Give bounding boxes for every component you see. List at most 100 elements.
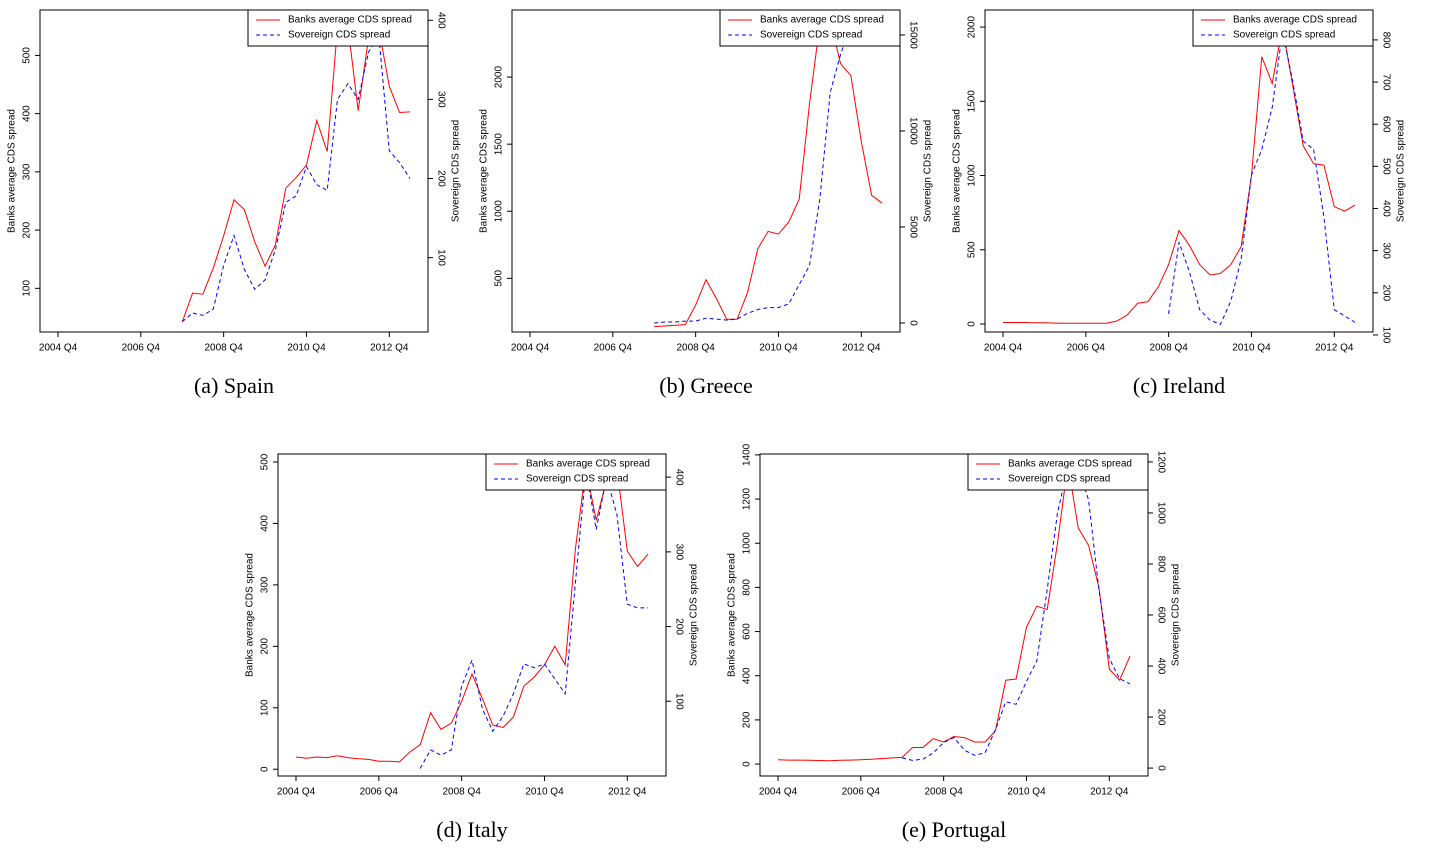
y-tick-label: 400 (260, 515, 271, 532)
x-tick-label: 2008 Q4 (204, 343, 243, 354)
y2-tick-label: 0 (907, 320, 918, 326)
series-line (181, 25, 411, 323)
x-tick-label: 2012 Q4 (842, 343, 881, 354)
legend-box (1192, 9, 1374, 47)
legend-label: Banks average CDS spread (1008, 459, 1132, 470)
y2-tick-label: 1200 (1155, 451, 1166, 474)
y-tick-label: 1500 (967, 90, 978, 113)
x-tick-label: 2004 Q4 (984, 343, 1023, 354)
series-line (1003, 27, 1356, 324)
legend-label: Banks average CDS spread (526, 459, 650, 470)
legend-label: Sovereign CDS spread (526, 474, 628, 485)
x-tick-label: 2006 Q4 (1067, 343, 1106, 354)
y2-tick-label: 200 (435, 170, 446, 187)
x-tick-label: 2008 Q4 (442, 787, 481, 798)
caption: (e) Portugal (902, 817, 1006, 842)
x-tick-label: 2010 Q4 (1232, 343, 1271, 354)
y2-tick-label: 5000 (907, 216, 918, 239)
y-axis-title: Banks average CDS spread (952, 109, 963, 233)
y2-tick-label: 10000 (907, 117, 918, 145)
y2-axis-title: Sovereign CDS spread (1396, 120, 1407, 222)
y2-tick-label: 600 (1380, 116, 1391, 133)
y-tick-label: 300 (260, 576, 271, 593)
series-line (181, 34, 411, 323)
plot-frame (759, 453, 1149, 777)
legend-box (967, 453, 1149, 491)
y2-axis-title: Sovereign CDS spread (923, 120, 934, 222)
y-tick-label: 0 (967, 321, 978, 327)
y-tick-label: 1000 (967, 164, 978, 187)
y2-axis-title: Sovereign CDS spread (689, 564, 700, 666)
caption: (a) Spain (194, 373, 274, 398)
y-tick-label: 1200 (742, 487, 753, 510)
y-tick-label: 600 (742, 623, 753, 640)
y-axis-title: Banks average CDS spread (7, 109, 18, 233)
subplot: 2004 Q4 2006 Q4 2008 Q4 2010 Q4 2012 Q4 500 10… (479, 9, 934, 398)
y-tick-label: 400 (22, 105, 33, 122)
caption: (d) Italy (436, 817, 507, 842)
y-tick-label: 500 (22, 47, 33, 64)
subplot: 2004 Q4 2006 Q4 2008 Q4 2010 Q4 2012 Q4 0 100 2… (245, 453, 700, 842)
x-tick-label: 2004 Q4 (759, 787, 798, 798)
caption: (c) Ireland (1133, 373, 1225, 398)
y-tick-label: 500 (967, 241, 978, 258)
series-line (777, 463, 1131, 762)
y-tick-label: 1000 (742, 532, 753, 555)
series-line (419, 469, 648, 769)
y2-tick-label: 100 (1380, 327, 1391, 344)
series-line (654, 20, 883, 328)
y2-tick-label: 300 (673, 544, 684, 561)
x-tick-label: 2006 Q4 (594, 343, 633, 354)
x-tick-label: 2006 Q4 (842, 787, 881, 798)
y2-tick-label: 200 (673, 618, 684, 635)
y-tick-label: 0 (260, 766, 271, 772)
y-tick-label: 2000 (494, 66, 505, 89)
y2-tick-label: 400 (1380, 200, 1391, 217)
y2-axis-title: Sovereign CDS spread (451, 120, 462, 222)
y-tick-label: 500 (260, 453, 271, 470)
y2-tick-label: 500 (1380, 158, 1391, 175)
y-tick-label: 0 (742, 761, 753, 767)
x-tick-label: 2010 Q4 (287, 343, 326, 354)
x-tick-label: 2004 Q4 (511, 343, 550, 354)
y-tick-label: 200 (742, 711, 753, 728)
x-tick-label: 2012 Q4 (1315, 343, 1354, 354)
x-tick-label: 2010 Q4 (759, 343, 798, 354)
y-axis-title: Banks average CDS spread (479, 109, 490, 233)
x-tick-label: 2004 Q4 (277, 787, 316, 798)
subplot: 2004 Q4 2006 Q4 2008 Q4 2010 Q4 2012 Q4 100 20… (7, 9, 462, 398)
x-tick-label: 2006 Q4 (360, 787, 399, 798)
series-line (295, 466, 649, 763)
y2-tick-label: 15000 (907, 21, 918, 49)
y-tick-label: 1000 (494, 200, 505, 223)
legend-label: Banks average CDS spread (288, 15, 412, 26)
x-tick-label: 2012 Q4 (1090, 787, 1129, 798)
legend-label: Sovereign CDS spread (1233, 30, 1335, 41)
y2-tick-label: 300 (1380, 242, 1391, 259)
y-axis-title: Banks average CDS spread (245, 553, 256, 677)
y-tick-label: 1400 (742, 443, 753, 466)
y2-tick-label: 600 (1155, 607, 1166, 624)
legend-box (247, 9, 429, 47)
y-tick-label: 200 (22, 221, 33, 238)
y-tick-label: 800 (742, 579, 753, 596)
y2-tick-label: 200 (1155, 709, 1166, 726)
subplot: 2004 Q4 2006 Q4 2008 Q4 2010 Q4 2012 Q4 0 200 4… (727, 443, 1182, 842)
plot-frame (39, 9, 429, 333)
y-tick-label: 100 (22, 280, 33, 297)
legend-box (485, 453, 667, 491)
legend-label: Sovereign CDS spread (288, 30, 390, 41)
x-tick-label: 2008 Q4 (676, 343, 715, 354)
y2-tick-label: 800 (1380, 32, 1391, 49)
plot-frame (511, 9, 901, 333)
legend-box (719, 9, 901, 47)
x-tick-label: 2012 Q4 (370, 343, 409, 354)
y2-tick-label: 100 (673, 693, 684, 710)
legend-label: Sovereign CDS spread (760, 30, 862, 41)
subplot: 2004 Q4 2006 Q4 2008 Q4 2010 Q4 2012 Q4 0 500 1… (952, 9, 1407, 398)
y2-tick-label: 700 (1380, 74, 1391, 91)
y2-tick-label: 400 (673, 469, 684, 486)
legend-label: Sovereign CDS spread (1008, 474, 1110, 485)
x-tick-label: 2004 Q4 (39, 343, 78, 354)
